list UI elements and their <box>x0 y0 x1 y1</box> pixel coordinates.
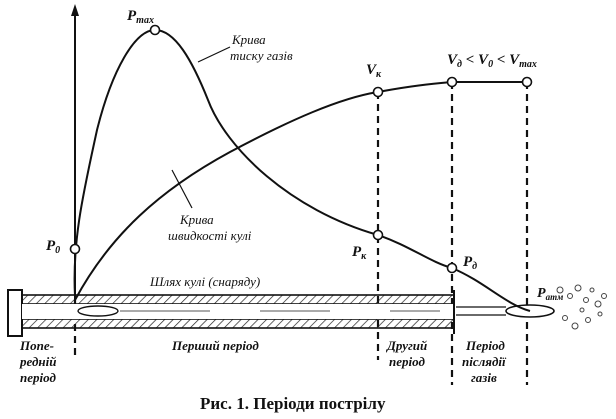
velocity-curve-leader <box>171 169 193 209</box>
period-after-line1: Період <box>465 338 505 353</box>
label-p-0: P0 <box>46 238 60 256</box>
pressure-curve <box>73 28 531 312</box>
period-preliminary-line3: період <box>20 370 56 385</box>
pressure-curve-label-line1: Крива <box>231 32 266 47</box>
point-p-k <box>372 229 384 241</box>
label-v-k: Vк <box>366 62 382 80</box>
pressure-curve-label-line2: тиску газів <box>230 48 293 63</box>
velocity-curve-label-line2: швидкості кулі <box>168 228 252 243</box>
point-p-0 <box>69 243 81 255</box>
bullet-path-label: Шлях кулі (снаряду) <box>149 274 260 289</box>
point-p-d <box>446 262 458 274</box>
label-p-atm: Pатм <box>537 286 563 302</box>
point-v-end <box>521 76 533 88</box>
velocity-curve-label-line1: Крива <box>179 212 214 227</box>
period-first: Перший період <box>171 338 259 353</box>
period-after-line3: газів <box>471 370 497 385</box>
barrel-breech <box>7 289 23 337</box>
period-preliminary-line1: Попе- <box>19 338 54 353</box>
bullet-in-bore <box>77 305 119 317</box>
label-p-max: Pmax <box>127 8 154 26</box>
vertical-axis-arrow <box>71 4 79 16</box>
period-second-line1: Другий <box>386 338 427 353</box>
label-velocity-relation: Vд < V0 < Vmax <box>447 52 537 70</box>
period-second-line2: період <box>389 354 425 369</box>
point-v-d <box>446 76 458 88</box>
figure-caption: Рис. 1. Періоди пострілу <box>200 394 386 413</box>
period-preliminary-line2: редній <box>19 354 56 369</box>
barrel-bore <box>22 304 454 319</box>
pressure-curve-leader <box>197 46 231 63</box>
barrel-top-wall <box>21 294 455 305</box>
gas-cloud <box>556 284 607 330</box>
barrel-bottom-wall <box>21 318 455 329</box>
label-p-k: Pк <box>352 244 367 262</box>
label-p-d: Pд <box>463 254 477 272</box>
point-p-max <box>149 24 161 36</box>
barrel <box>7 284 607 337</box>
period-after-line2: післядії <box>462 354 507 369</box>
point-v-k <box>372 86 384 98</box>
velocity-curve <box>74 81 527 301</box>
